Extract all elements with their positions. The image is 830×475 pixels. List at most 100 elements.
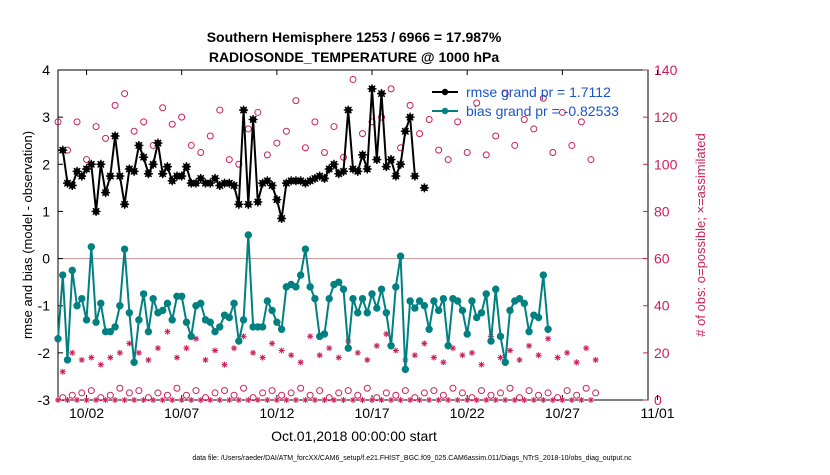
- asterisk-stroke: [217, 397, 223, 403]
- bias-point: [139, 290, 148, 298]
- possible-obs-marker: [492, 132, 500, 140]
- bias-point: [396, 252, 405, 260]
- y-tick-label-left: 2: [42, 156, 50, 172]
- x-tick-label: 10/02: [69, 405, 104, 421]
- possible-obs-marker: [477, 387, 485, 395]
- possible-obs-marker: [187, 141, 195, 149]
- rmse-point: [120, 199, 130, 209]
- possible-obs-marker: [330, 123, 338, 131]
- assimilated-obs-marker: [126, 340, 133, 347]
- rmse-point: [391, 171, 401, 181]
- asterisk-stroke: [226, 397, 232, 403]
- asterisk-stroke: [160, 397, 166, 403]
- bias-point: [197, 299, 205, 308]
- assimilated-obs-marker: [159, 397, 166, 403]
- bias-point: [473, 313, 481, 322]
- possible-obs-marker: [535, 391, 543, 399]
- asterisk-stroke: [145, 357, 151, 363]
- assimilated-obs-marker: [364, 356, 371, 363]
- bias-point: [82, 316, 91, 324]
- assimilated-obs-marker: [350, 397, 356, 403]
- asterisk-stroke: [445, 397, 451, 403]
- rmse-point-spike: [97, 160, 105, 168]
- bias-point: [525, 327, 533, 336]
- assimilated-obs-marker: [416, 397, 423, 403]
- possible-obs-marker: [320, 149, 328, 156]
- legend-label: rmse grand pr = 1.7112: [466, 84, 611, 100]
- possible-obs-marker: [106, 391, 114, 399]
- asterisk-stroke: [436, 397, 442, 403]
- possible-obs-marker: [273, 139, 281, 147]
- assimilated-obs-marker: [330, 397, 337, 403]
- rmse-point-spike: [344, 106, 352, 114]
- rmse-point: [153, 138, 163, 148]
- possible-obs-marker: [306, 391, 314, 399]
- asterisk-stroke: [559, 397, 565, 403]
- assimilated-obs-marker: [269, 340, 276, 347]
- assimilated-obs-marker: [507, 347, 514, 354]
- asterisk-stroke: [141, 397, 147, 403]
- possible-obs-marker: [311, 118, 319, 126]
- bias-point: [258, 323, 267, 331]
- bias-point: [163, 299, 172, 308]
- assimilated-obs-marker: [526, 342, 533, 349]
- rmse-point: [72, 166, 82, 176]
- assimilated-obs-marker: [264, 397, 271, 403]
- assimilated-obs-marker: [421, 340, 428, 347]
- asterisk-stroke: [412, 352, 418, 358]
- legend: rmse grand pr = 1.7112 bias grand pr = -0…: [432, 84, 619, 119]
- bias-point: [349, 294, 357, 303]
- possible-obs-marker: [287, 389, 295, 397]
- rmse-point-spike: [296, 177, 305, 185]
- asterisk-stroke: [117, 350, 123, 356]
- asterisk-stroke: [245, 397, 251, 403]
- possible-obs-marker: [587, 156, 595, 164]
- bias-point: [434, 306, 443, 315]
- asterisk-stroke: [293, 397, 299, 403]
- assimilated-obs-marker: [468, 349, 475, 356]
- possible-obs-marker: [211, 389, 219, 397]
- asterisk-stroke: [164, 329, 170, 335]
- x-tick-label: 10/27: [545, 405, 580, 421]
- possible-obs-marker: [278, 391, 286, 399]
- rmse-point: [372, 155, 382, 165]
- possible-obs-marker: [297, 384, 305, 392]
- assimilated-obs-marker: [326, 345, 333, 352]
- assimilated-obs-marker: [88, 354, 95, 361]
- possible-obs-marker: [463, 149, 471, 156]
- rmse-point: [77, 171, 87, 181]
- bias-point: [539, 271, 548, 279]
- y-tick-label-left: 1: [42, 203, 50, 219]
- assimilated-obs-marker: [430, 354, 437, 361]
- asterisk-stroke: [574, 359, 580, 365]
- asterisk-stroke: [564, 350, 570, 356]
- assimilated-obs-marker: [131, 397, 138, 403]
- possible-obs-marker: [292, 97, 300, 105]
- rmse-point: [139, 152, 149, 162]
- assimilated-obs-marker: [140, 397, 147, 403]
- asterisk-stroke: [179, 397, 185, 403]
- bias-point: [544, 325, 552, 333]
- possible-obs-marker: [225, 156, 233, 164]
- bias-point: [496, 332, 505, 341]
- assimilated-obs-marker: [459, 352, 466, 359]
- x-tick-label: 11/01: [641, 405, 675, 421]
- bias-point: [244, 231, 253, 239]
- asterisk-stroke: [331, 397, 337, 403]
- assimilated-obs-marker: [483, 397, 490, 403]
- rmse-point-spike: [235, 200, 243, 209]
- assimilated-obs-marker: [564, 349, 571, 356]
- rmse-point-spike: [197, 174, 205, 183]
- rmse-point: [381, 162, 391, 172]
- bias-point: [144, 327, 153, 336]
- asterisk-stroke: [107, 355, 113, 361]
- bias-point: [63, 356, 72, 364]
- x-tick-label: 10/17: [355, 405, 390, 421]
- asterisk-stroke: [393, 347, 399, 354]
- rmse-point-spike: [249, 115, 257, 124]
- assimilated-obs-marker: [297, 359, 304, 366]
- assimilated-obs-marker: [587, 397, 594, 403]
- asterisk-stroke: [398, 397, 404, 403]
- possible-obs-marker: [268, 387, 276, 395]
- asterisk-stroke: [260, 355, 266, 361]
